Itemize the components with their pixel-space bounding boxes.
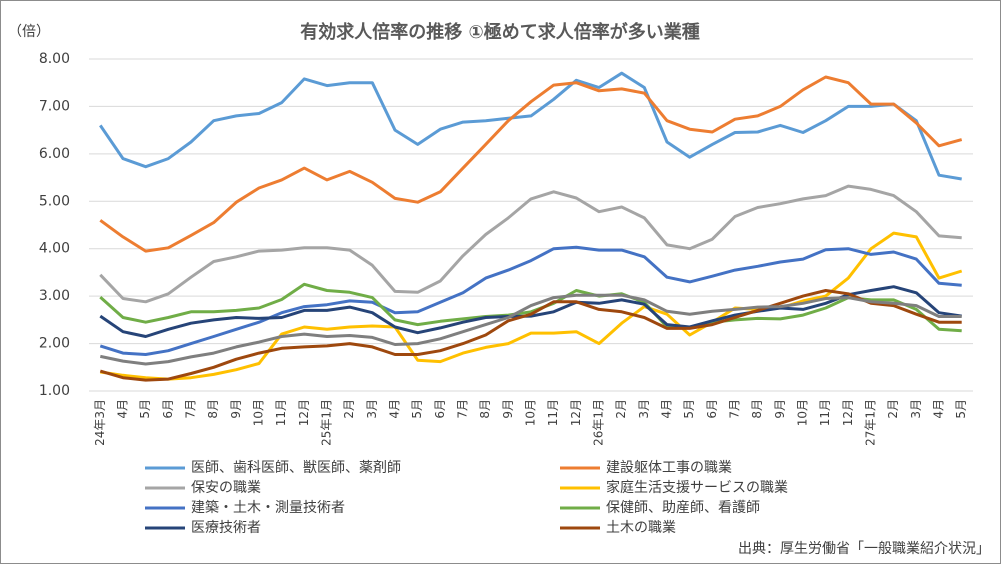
x-tick-label: 4月 [660, 399, 674, 419]
x-tick-label: 3月 [637, 399, 651, 419]
x-tick-label: 6月 [433, 399, 447, 419]
series-line [99, 71, 962, 181]
x-tick-label: 5月 [682, 399, 696, 419]
x-tick-label: 8月 [478, 399, 492, 419]
y-tick-label: 2.00 [39, 336, 70, 352]
legend-label: 医療技術者 [191, 519, 261, 536]
x-tick-label: 5月 [410, 399, 424, 419]
x-tick-label: 5月 [138, 399, 152, 419]
x-tick-label: 10月 [524, 399, 538, 426]
legend-label: 建築・土木・測量技術者 [191, 500, 345, 516]
x-tick-label: 11月 [274, 399, 288, 426]
x-tick-label: 3月 [909, 399, 923, 419]
x-tick-label: 5月 [954, 399, 968, 419]
x-tick-label: 4月 [932, 399, 946, 419]
y-tick-label: 3.00 [39, 288, 70, 304]
x-tick-label: 2月 [342, 399, 356, 419]
x-tick-label: 10月 [252, 399, 266, 426]
x-tick-label: 12月 [841, 399, 855, 426]
x-tick-label: 12月 [569, 399, 583, 426]
y-tick-label: 4.00 [39, 241, 70, 257]
x-tick-label: 11月 [818, 399, 832, 426]
x-tick-label: 25年1月 [320, 399, 334, 446]
x-tick-label: 27年1月 [864, 399, 878, 446]
x-tick-label: 4月 [116, 399, 130, 419]
x-tick-label: 11月 [546, 399, 560, 426]
x-tick-label: 7月 [456, 399, 470, 419]
x-tick-label: 9月 [501, 399, 515, 419]
series-line [100, 231, 963, 381]
x-tick-label: 3月 [365, 399, 379, 419]
legend-label: 土木の職業 [606, 520, 676, 536]
series-line [99, 75, 963, 253]
source: 出典：厚生労働省「一般職業紹介状況」 [738, 541, 990, 557]
x-tick-label: 12月 [297, 399, 311, 426]
y-tick-label: 1.00 [39, 383, 70, 399]
x-tick-label: 2月 [614, 399, 628, 419]
legend-label: 保安の職業 [191, 480, 261, 496]
series-line [99, 184, 962, 304]
x-tick-label: 10月 [796, 399, 810, 426]
x-tick-label: 24年3月 [93, 399, 107, 446]
x-tick-label: 2月 [886, 399, 900, 419]
x-tick-label: 6月 [161, 399, 175, 419]
x-tick-label: 9月 [773, 399, 787, 419]
y-axis-label: （倍） [8, 24, 50, 40]
x-tick-label: 8月 [206, 399, 220, 419]
y-tick-label: 8.00 [39, 51, 70, 67]
y-tick-label: 7.00 [39, 98, 70, 114]
series-line [99, 289, 962, 382]
chart-title: 有効求人倍率の推移 ①極めて求人倍率が多い業種 [300, 21, 700, 43]
legend-label: 建設躯体工事の職業 [606, 460, 732, 476]
x-tick-label: 4月 [388, 399, 402, 419]
x-tick-label: 8月 [750, 399, 764, 419]
legend-label: 家庭生活支援サービスの職業 [606, 479, 788, 496]
x-tick-label: 9月 [229, 399, 243, 419]
y-tick-label: 5.00 [39, 193, 70, 209]
x-tick-label: 26年1月 [592, 399, 606, 446]
series-line [99, 245, 962, 356]
series-line [99, 282, 962, 333]
series-line [99, 285, 962, 338]
x-tick-label: 7月 [728, 399, 742, 419]
y-tick-label: 6.00 [39, 146, 70, 162]
legend-label: 保健師、助産師、看護師 [606, 500, 760, 516]
x-tick-label: 6月 [705, 399, 719, 419]
legend-label: 医師、歯科医師、獣医師、薬剤師 [191, 460, 401, 476]
series-line [99, 293, 962, 366]
x-tick-label: 7月 [184, 399, 198, 419]
